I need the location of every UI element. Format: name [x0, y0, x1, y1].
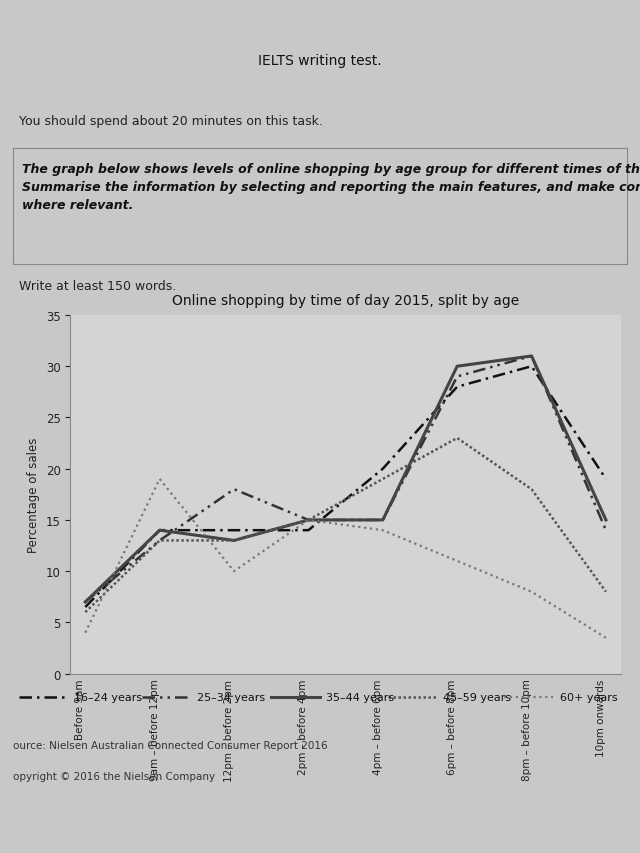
- 16-24 years: [305, 525, 312, 536]
- Text: The graph below shows levels of online shopping by age group for different times: The graph below shows levels of online s…: [22, 163, 640, 212]
- Line: 60+ years: 60+ years: [85, 479, 606, 638]
- Text: opyright © 2016 the Nielsen Company: opyright © 2016 the Nielsen Company: [13, 771, 215, 781]
- 35-44 years: [602, 515, 610, 525]
- Text: 60+ years: 60+ years: [559, 693, 617, 702]
- 60+ years: [230, 566, 238, 577]
- 35-44 years: [156, 525, 163, 536]
- 60+ years: [528, 587, 536, 597]
- Text: ource: Nielsen Australian Connected Consumer Report 2016: ource: Nielsen Australian Connected Cons…: [13, 740, 328, 751]
- Line: 16-24 years: 16-24 years: [85, 367, 606, 607]
- 60+ years: [453, 556, 461, 566]
- 25-34 years: [379, 515, 387, 525]
- 60+ years: [156, 474, 163, 485]
- Text: IELTS writing test.: IELTS writing test.: [258, 55, 382, 68]
- 16-24 years: [602, 474, 610, 485]
- 60+ years: [379, 525, 387, 536]
- 35-44 years: [528, 351, 536, 362]
- 25-34 years: [602, 525, 610, 536]
- 25-34 years: [528, 351, 536, 362]
- 16-24 years: [156, 525, 163, 536]
- Text: 35–44 years: 35–44 years: [326, 693, 394, 702]
- 45-59 years: [81, 607, 89, 618]
- 45-59 years: [379, 474, 387, 485]
- Text: 16–24 years: 16–24 years: [74, 693, 142, 702]
- 25-34 years: [230, 485, 238, 495]
- 45-59 years: [528, 485, 536, 495]
- 25-34 years: [305, 515, 312, 525]
- 35-44 years: [453, 362, 461, 372]
- 25-34 years: [453, 372, 461, 382]
- Line: 25-34 years: 25-34 years: [85, 357, 606, 602]
- 16-24 years: [453, 382, 461, 392]
- 16-24 years: [230, 525, 238, 536]
- 45-59 years: [230, 536, 238, 546]
- 25-34 years: [156, 536, 163, 546]
- 16-24 years: [379, 464, 387, 474]
- Text: You should spend about 20 minutes on this task.: You should spend about 20 minutes on thi…: [19, 115, 323, 128]
- 35-44 years: [81, 597, 89, 607]
- 25-34 years: [81, 597, 89, 607]
- Text: 45–59 years: 45–59 years: [443, 693, 511, 702]
- Title: Online shopping by time of day 2015, split by age: Online shopping by time of day 2015, spl…: [172, 293, 519, 308]
- Line: 45-59 years: 45-59 years: [85, 438, 606, 612]
- 60+ years: [305, 515, 312, 525]
- 16-24 years: [528, 362, 536, 372]
- 45-59 years: [453, 433, 461, 444]
- 60+ years: [81, 628, 89, 638]
- 35-44 years: [305, 515, 312, 525]
- 45-59 years: [156, 536, 163, 546]
- Text: Write at least 150 words.: Write at least 150 words.: [19, 279, 176, 293]
- 45-59 years: [305, 515, 312, 525]
- 45-59 years: [602, 587, 610, 597]
- Y-axis label: Percentage of sales: Percentage of sales: [28, 437, 40, 553]
- 35-44 years: [379, 515, 387, 525]
- 16-24 years: [81, 602, 89, 612]
- Text: 25–34 years: 25–34 years: [197, 693, 265, 702]
- Line: 35-44 years: 35-44 years: [85, 357, 606, 602]
- 35-44 years: [230, 536, 238, 546]
- 60+ years: [602, 633, 610, 643]
